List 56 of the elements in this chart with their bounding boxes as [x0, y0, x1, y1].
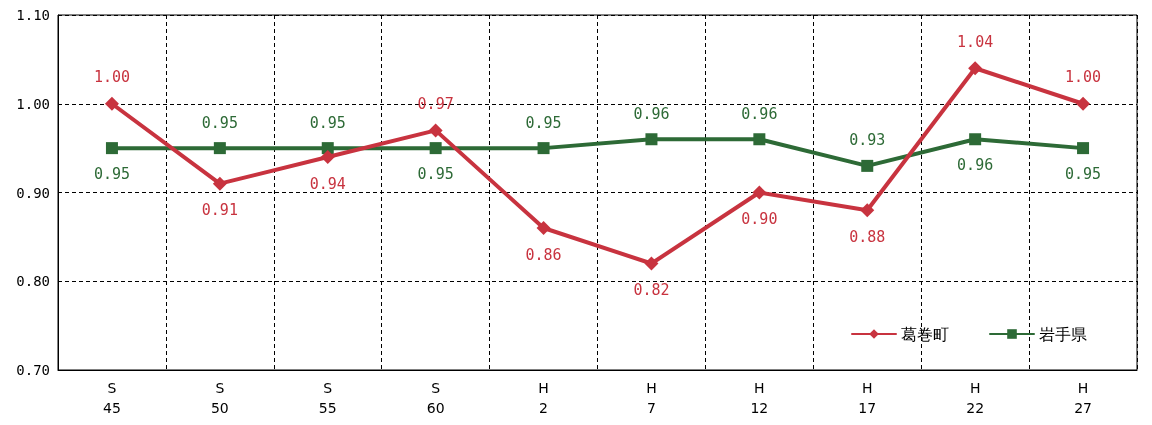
y-tick-label: 1.10 [16, 7, 50, 23]
legend-label: 葛巻町 [901, 324, 949, 344]
point [212, 176, 227, 191]
point [213, 142, 226, 155]
point [644, 256, 659, 271]
data-label: 1.00 [1064, 68, 1102, 87]
point [753, 133, 766, 146]
point [105, 142, 118, 155]
x-tick-label: S 45 [103, 380, 121, 416]
point [1077, 142, 1090, 155]
data-label: 0.97 [417, 94, 454, 113]
x-tick-label: H 27 [1074, 380, 1092, 416]
data-label: 0.95 [525, 113, 562, 132]
point [752, 185, 767, 200]
data-label: 0.93 [849, 131, 886, 150]
point [968, 61, 983, 76]
point [428, 123, 443, 138]
data-label: 0.96 [957, 155, 994, 174]
x-tick-label: S 50 [210, 380, 229, 416]
point [320, 150, 335, 164]
x-tick-label: H 2 [538, 380, 549, 416]
data-label: 1.00 [93, 68, 131, 87]
data-label: 0.95 [93, 164, 131, 183]
x-tick-label: H 12 [750, 380, 769, 416]
point [860, 203, 875, 218]
data-label: 0.96 [633, 104, 670, 123]
data-label: 0.95 [309, 113, 346, 132]
x-tick-label: H 7 [646, 380, 657, 416]
data-label: 0.90 [741, 210, 778, 228]
y-tick-label: 0.80 [16, 273, 50, 290]
point [969, 133, 982, 146]
point [104, 96, 119, 111]
point [536, 221, 551, 235]
data-label: 0.91 [201, 201, 238, 220]
point [1076, 96, 1091, 111]
y-tick-label: 0.90 [16, 184, 50, 201]
data-label: 0.95 [1064, 164, 1102, 183]
y-tick-label: 1.00 [16, 95, 50, 112]
data-label: 0.88 [849, 227, 886, 246]
point [537, 142, 550, 155]
data-label: 0.86 [525, 245, 562, 264]
x-tick-label: H 17 [858, 380, 877, 416]
x-tick-label: S 55 [318, 380, 337, 416]
data-label: 0.82 [633, 281, 670, 299]
data-label: 1.04 [957, 32, 994, 51]
point [429, 142, 442, 155]
x-tick-label: H 22 [966, 380, 985, 416]
data-label: 0.96 [741, 104, 778, 123]
point [861, 159, 874, 172]
point [645, 133, 658, 146]
data-label: 0.94 [309, 174, 346, 193]
data-label: 0.95 [201, 113, 238, 132]
data-label: 0.95 [417, 164, 454, 183]
y-tick-label: 0.70 [16, 362, 50, 378]
legend-label: 岩手県 [1039, 324, 1087, 344]
x-tick-label: S 60 [426, 380, 445, 416]
